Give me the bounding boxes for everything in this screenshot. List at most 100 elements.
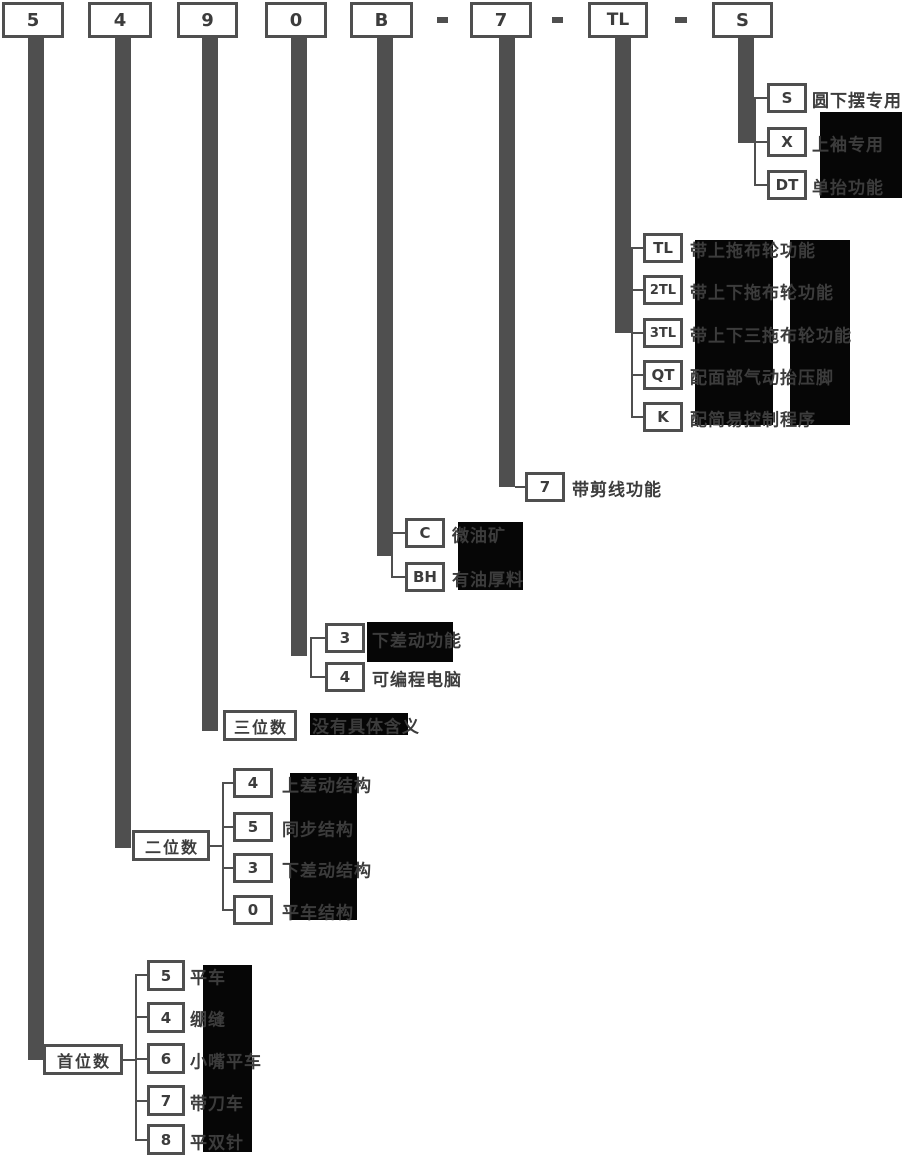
option-box-d1-7: 7	[147, 1085, 185, 1116]
model-segment-0: 0	[265, 2, 327, 38]
branch-line	[754, 97, 756, 186]
connector-line	[393, 532, 405, 534]
option-desc-d2-0: 平车结构	[282, 903, 354, 924]
option-desc-d1-7: 带刀车	[190, 1094, 244, 1115]
trunk-line-digit2	[115, 38, 131, 848]
model-segment-5: 5	[2, 2, 64, 38]
option-box-qt: QT	[643, 360, 683, 390]
option-desc-c: 微油矿	[452, 526, 506, 547]
option-box-3tl: 3TL	[643, 318, 683, 348]
option-box-d4-4: 4	[325, 662, 365, 692]
connector-line	[633, 289, 643, 291]
connector-line	[137, 1100, 147, 1102]
connector-line	[224, 826, 233, 828]
separator-dash	[437, 17, 448, 23]
connector-line	[633, 374, 643, 376]
highlight-block	[458, 522, 523, 590]
connector-line	[756, 184, 767, 186]
option-desc-s: 圆下摆专用	[812, 91, 902, 112]
connector-line	[756, 141, 767, 143]
option-desc-7: 带剪线功能	[572, 480, 662, 501]
option-box-tl: TL	[643, 233, 683, 263]
trunk-line-suffix-tl	[615, 38, 631, 333]
group-box-digit3: 三位数	[223, 710, 297, 741]
highlight-block	[367, 622, 453, 662]
highlight-block	[695, 240, 773, 425]
option-desc-d4-3: 下差动功能	[372, 631, 462, 652]
connector-line	[633, 416, 643, 418]
option-box-d4-3: 3	[325, 623, 365, 653]
option-box-bh: BH	[405, 562, 445, 592]
trunk-line-digit1	[28, 38, 44, 1060]
option-box-d2-0: 0	[233, 895, 273, 925]
option-box-7: 7	[525, 472, 565, 502]
model-segment-b: B	[350, 2, 413, 38]
connector-line	[137, 1139, 147, 1141]
connector-line	[515, 486, 525, 488]
option-desc-d1-4: 绷缝	[190, 1010, 226, 1031]
connector-line	[224, 782, 233, 784]
highlight-block	[310, 713, 408, 735]
option-desc-tl: 带上拖布轮功能	[690, 241, 816, 262]
option-desc-bh: 有油厚料	[452, 570, 524, 591]
trunk-line-letter-b	[377, 38, 393, 556]
model-segment-4: 4	[88, 2, 152, 38]
option-desc-x: 上袖专用	[812, 135, 884, 156]
highlight-block	[820, 112, 902, 198]
trunk-line-suffix7	[499, 38, 515, 487]
option-box-s: S	[767, 83, 807, 113]
trunk-line-digit4	[291, 38, 307, 656]
model-segment-9: 9	[177, 2, 238, 38]
highlight-block	[290, 773, 357, 920]
option-box-d2-5: 5	[233, 812, 273, 842]
option-desc-d4-4: 可编程电脑	[372, 670, 462, 691]
connector-line	[123, 1059, 135, 1061]
connector-line	[312, 637, 325, 639]
option-box-dt: DT	[767, 170, 807, 200]
option-desc-qt: 配面部气动抬压脚	[690, 368, 834, 389]
connector-line	[137, 1016, 147, 1018]
option-desc-d1-5: 平车	[190, 968, 226, 989]
option-desc-d2-3: 下差动结构	[282, 861, 372, 882]
branch-line	[391, 532, 393, 578]
option-desc-d2-5: 同步结构	[282, 820, 354, 841]
option-box-d1-5: 5	[147, 960, 185, 991]
option-box-x: X	[767, 127, 807, 157]
option-box-2tl: 2TL	[643, 275, 683, 305]
branch-line	[222, 782, 224, 911]
group-box-digit1: 首位数	[43, 1044, 123, 1075]
option-desc-d2-4: 上差动结构	[282, 776, 372, 797]
group-note-digit3: 没有具体含义	[312, 717, 420, 738]
separator-dash	[675, 17, 687, 23]
group-box-digit2: 二位数	[132, 830, 210, 861]
option-desc-d1-8: 平双针	[190, 1133, 244, 1154]
connector-line	[224, 867, 233, 869]
branch-line	[631, 247, 633, 418]
connector-line	[210, 845, 222, 847]
option-box-d2-4: 4	[233, 768, 273, 798]
option-box-d1-8: 8	[147, 1124, 185, 1155]
connector-line	[137, 1058, 147, 1060]
option-box-k: K	[643, 402, 683, 432]
model-segment-7: 7	[470, 2, 532, 38]
model-segment-s: S	[712, 2, 773, 38]
connector-line	[633, 247, 643, 249]
option-desc-k: 配简易控制程序	[690, 410, 816, 431]
branch-line	[310, 637, 312, 678]
connector-line	[312, 676, 325, 678]
highlight-block	[790, 240, 850, 425]
trunk-line-suffix-s	[738, 38, 754, 143]
connector-line	[756, 97, 767, 99]
connector-line	[633, 332, 643, 334]
option-desc-2tl: 带上下拖布轮功能	[690, 283, 834, 304]
option-box-c: C	[405, 518, 445, 548]
connector-line	[224, 909, 233, 911]
option-desc-dt: 单抬功能	[812, 178, 884, 199]
option-box-d1-6: 6	[147, 1043, 185, 1074]
model-segment-tl: TL	[588, 2, 648, 38]
separator-dash	[552, 17, 563, 23]
branch-line	[135, 974, 137, 1141]
connector-line	[137, 974, 147, 976]
connector-line	[393, 576, 405, 578]
